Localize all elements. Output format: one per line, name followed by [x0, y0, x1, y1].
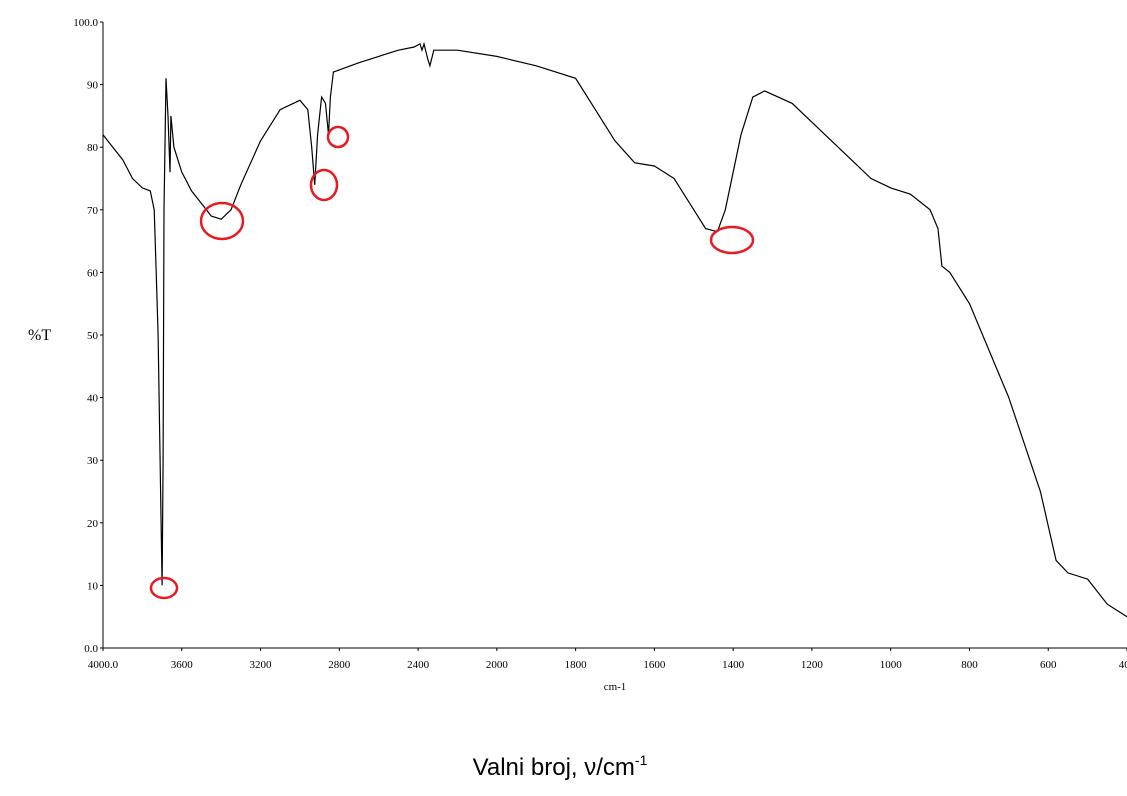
x-tick-label: 1600	[643, 659, 666, 671]
y-tick-label: 50	[87, 330, 99, 342]
plot	[102, 41, 1127, 618]
x-tick-label: 3600	[171, 659, 194, 671]
caption-text: Valni broj, ν/cm	[473, 754, 635, 781]
x-tick-label: 600	[1040, 659, 1057, 671]
x-tick-label: 2400	[407, 659, 430, 671]
y-tick-label: 40	[87, 393, 99, 405]
x-tick-label: 1000	[880, 659, 903, 671]
peak-circle	[199, 201, 245, 241]
x-tick-label: 400	[1119, 659, 1127, 671]
peak-circle	[149, 576, 179, 600]
x-tick-label: 3200	[250, 659, 273, 671]
x-tick-label: 2800	[328, 659, 351, 671]
y-tick-label: 10	[87, 580, 99, 592]
y-tick-label: 70	[87, 205, 99, 217]
x-tick-label: 4000.0	[88, 659, 119, 671]
x-tick-label: 1800	[565, 659, 588, 671]
x-tick-label: 2000	[486, 659, 509, 671]
peak-circle	[326, 125, 350, 149]
peak-circle	[309, 168, 339, 202]
y-tick-label: 20	[87, 518, 99, 530]
y-tick-label: 60	[87, 267, 99, 279]
spectrum-line	[102, 41, 1127, 618]
y-tick-label: 30	[87, 455, 99, 467]
x-axis-label: cm-1	[604, 681, 627, 693]
peak-circle	[709, 225, 755, 255]
x-tick-label: 1200	[801, 659, 824, 671]
caption-superscript: -1	[635, 752, 648, 768]
y-tick-label: 100.0	[73, 17, 98, 29]
x-tick-label: 800	[961, 659, 978, 671]
y-tick-label: 0.0	[84, 643, 98, 655]
annotations	[149, 125, 755, 600]
y-axis-label: %T	[28, 327, 51, 344]
caption: Valni broj, ν/cm-1	[473, 752, 648, 781]
y-tick-label: 90	[87, 80, 99, 92]
y-tick-label: 80	[87, 142, 99, 154]
x-tick-label: 1400	[722, 659, 745, 671]
